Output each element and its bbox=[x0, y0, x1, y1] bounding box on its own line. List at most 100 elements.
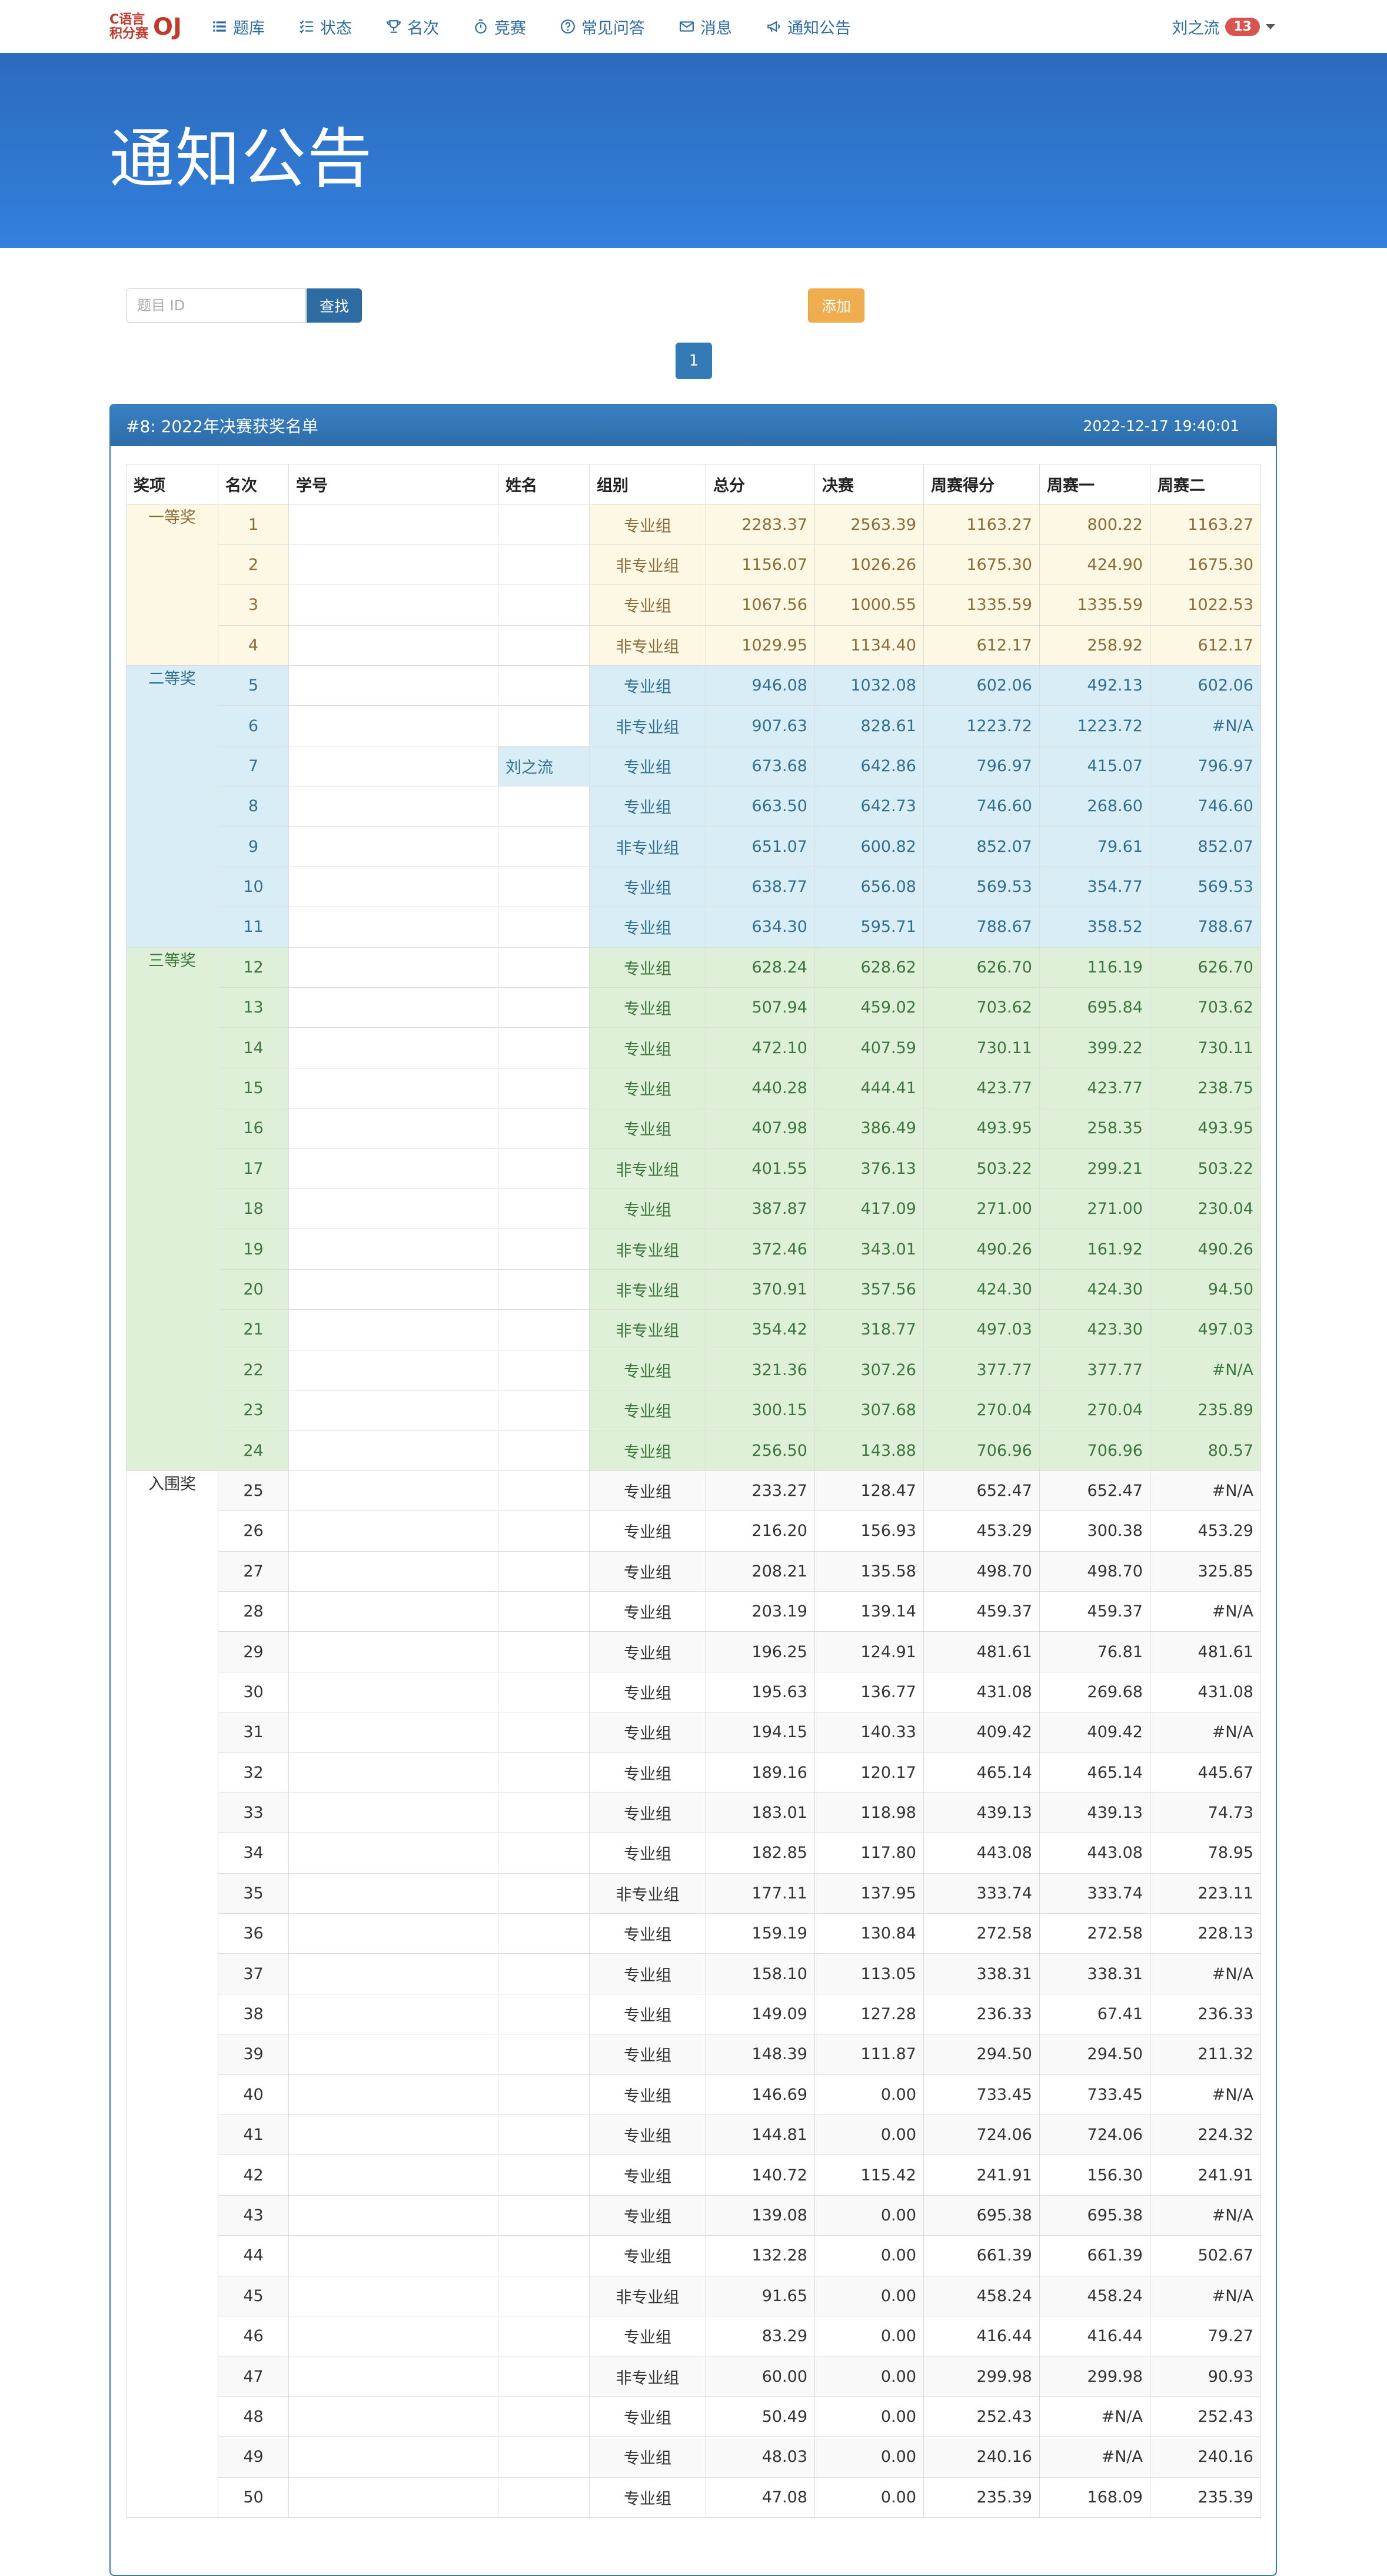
final-score-cell: 595.71 bbox=[814, 907, 924, 948]
notice-date: 2022-12-17 19:40:01 bbox=[1083, 417, 1239, 434]
name-cell bbox=[498, 1108, 590, 1149]
name-cell bbox=[498, 1833, 590, 1874]
weekly-1-cell: 415.07 bbox=[1039, 745, 1150, 787]
nav-problems[interactable]: 题库 bbox=[212, 15, 265, 38]
final-score-cell: 140.33 bbox=[814, 1712, 924, 1753]
table-row: 16 专业组 407.98 386.49 493.95 258.35 493.95 bbox=[127, 1108, 1261, 1149]
group-cell: 非专业组 bbox=[589, 2275, 706, 2316]
weekly-1-cell: 299.21 bbox=[1039, 1148, 1150, 1190]
weekly-2-cell: 503.22 bbox=[1150, 1148, 1261, 1190]
nav-faq[interactable]: 常见问答 bbox=[560, 15, 645, 38]
name-cell bbox=[498, 2034, 590, 2075]
weekly-2-cell: 612.17 bbox=[1150, 625, 1261, 666]
weekly-score-cell: 424.30 bbox=[923, 1269, 1040, 1310]
weekly-2-cell: 228.13 bbox=[1150, 1913, 1261, 1954]
table-row: 29 专业组 196.25 124.91 481.61 76.81 481.61 bbox=[127, 1631, 1261, 1672]
table-row: 46 专业组 83.29 0.00 416.44 416.44 79.27 bbox=[127, 2315, 1261, 2357]
weekly-score-cell: 271.00 bbox=[923, 1189, 1040, 1230]
site-logo[interactable]: C语言 积分赛 OJ bbox=[109, 11, 182, 44]
weekly-score-cell: 852.07 bbox=[923, 826, 1040, 867]
name-cell bbox=[498, 1189, 590, 1230]
nav-contest[interactable]: 竞赛 bbox=[473, 15, 526, 38]
rank-cell: 7 bbox=[218, 745, 289, 787]
user-menu[interactable]: 刘之流 13 bbox=[1172, 0, 1275, 53]
group-cell: 专业组 bbox=[589, 585, 706, 626]
weekly-score-cell: 706.96 bbox=[923, 1430, 1040, 1471]
problem-id-search-input[interactable] bbox=[126, 288, 306, 323]
rank-cell: 16 bbox=[218, 1108, 289, 1149]
student-id-cell bbox=[288, 1189, 498, 1230]
weekly-1-cell: 424.30 bbox=[1039, 1269, 1150, 1310]
weekly-score-cell: 796.97 bbox=[923, 745, 1040, 787]
student-id-cell bbox=[288, 745, 498, 787]
weekly-2-cell: 90.93 bbox=[1150, 2356, 1261, 2397]
nav-announcements[interactable]: 通知公告 bbox=[766, 15, 851, 38]
final-score-cell: 124.91 bbox=[814, 1631, 924, 1672]
name-cell bbox=[498, 1430, 590, 1471]
group-cell: 专业组 bbox=[589, 1792, 706, 1834]
weekly-1-cell: 695.38 bbox=[1039, 2195, 1150, 2236]
final-score-cell: 1000.55 bbox=[814, 585, 924, 626]
weekly-1-cell: 399.22 bbox=[1039, 1027, 1150, 1068]
nav-announcements-label: 通知公告 bbox=[787, 19, 851, 38]
add-button[interactable]: 添加 bbox=[808, 288, 864, 323]
weekly-2-cell: 602.06 bbox=[1150, 665, 1261, 706]
weekly-1-cell: 270.04 bbox=[1039, 1389, 1150, 1431]
column-header: 奖项 bbox=[126, 463, 218, 505]
nav-ranking[interactable]: 名次 bbox=[386, 15, 439, 38]
weekly-2-cell: #N/A bbox=[1150, 1349, 1261, 1390]
name-cell bbox=[498, 705, 590, 746]
final-score-cell: 417.09 bbox=[814, 1189, 924, 1230]
weekly-1-cell: 492.13 bbox=[1039, 665, 1150, 706]
weekly-2-cell: 230.04 bbox=[1150, 1189, 1261, 1230]
weekly-score-cell: 299.98 bbox=[923, 2356, 1040, 2397]
name-cell bbox=[498, 1712, 590, 1753]
total-score-cell: 189.16 bbox=[706, 1752, 815, 1793]
total-score-cell: 50.49 bbox=[706, 2396, 815, 2438]
final-score-cell: 628.62 bbox=[814, 947, 924, 988]
rank-cell: 11 bbox=[218, 907, 289, 948]
nav-status[interactable]: 状态 bbox=[299, 15, 352, 38]
rank-cell: 42 bbox=[218, 2155, 289, 2196]
student-id-cell bbox=[288, 2155, 498, 2196]
final-score-cell: 642.73 bbox=[814, 786, 924, 827]
logo-line-2: 积分赛 bbox=[109, 26, 149, 41]
notice-title: #8: 2022年决赛获奖名单 bbox=[126, 417, 318, 436]
pagination-page-1[interactable]: 1 bbox=[676, 343, 712, 379]
group-cell: 专业组 bbox=[589, 1671, 706, 1713]
name-cell bbox=[498, 585, 590, 626]
weekly-2-cell: #N/A bbox=[1150, 1470, 1261, 1512]
stopwatch-icon bbox=[475, 19, 487, 34]
table-row: 43 专业组 139.08 0.00 695.38 695.38 #N/A bbox=[127, 2195, 1261, 2236]
weekly-1-cell: 358.52 bbox=[1039, 907, 1150, 948]
weekly-1-cell: 294.50 bbox=[1039, 2034, 1150, 2075]
weekly-1-cell: 79.61 bbox=[1039, 826, 1150, 867]
weekly-2-cell: #N/A bbox=[1150, 2074, 1261, 2116]
search-button[interactable]: 查找 bbox=[307, 288, 362, 323]
final-score-cell: 828.61 bbox=[814, 705, 924, 746]
group-cell: 专业组 bbox=[589, 1993, 706, 2035]
weekly-1-cell: 661.39 bbox=[1039, 2235, 1150, 2276]
weekly-1-cell: 498.70 bbox=[1039, 1551, 1150, 1592]
weekly-1-cell: 1223.72 bbox=[1039, 705, 1150, 746]
weekly-score-cell: 1223.72 bbox=[923, 705, 1040, 746]
total-score-cell: 507.94 bbox=[706, 987, 815, 1028]
rank-cell: 33 bbox=[218, 1792, 289, 1834]
name-cell bbox=[498, 2477, 590, 2518]
nav-messages[interactable]: 消息 bbox=[679, 15, 732, 38]
total-score-cell: 638.77 bbox=[706, 866, 815, 908]
table-row: 一等奖 1 专业组 2283.37 2563.39 1163.27 800.22 1163.2… bbox=[126, 504, 1261, 666]
final-score-cell: 307.68 bbox=[814, 1389, 924, 1431]
weekly-score-cell: 338.31 bbox=[923, 1953, 1040, 1994]
student-id-cell bbox=[288, 1712, 498, 1753]
group-cell: 非专业组 bbox=[589, 1269, 706, 1310]
table-row: 41 专业组 144.81 0.00 724.06 724.06 224.32 bbox=[127, 2114, 1261, 2156]
weekly-score-cell: 443.08 bbox=[923, 1833, 1040, 1874]
rank-cell: 26 bbox=[218, 1511, 289, 1552]
column-header: 总分 bbox=[706, 463, 815, 505]
weekly-score-cell: 612.17 bbox=[923, 625, 1040, 666]
weekly-2-cell: 626.70 bbox=[1150, 947, 1261, 988]
rank-cell: 14 bbox=[218, 1027, 289, 1068]
total-score-cell: 628.24 bbox=[706, 947, 815, 988]
award-cell: 三等奖 bbox=[126, 947, 218, 1471]
